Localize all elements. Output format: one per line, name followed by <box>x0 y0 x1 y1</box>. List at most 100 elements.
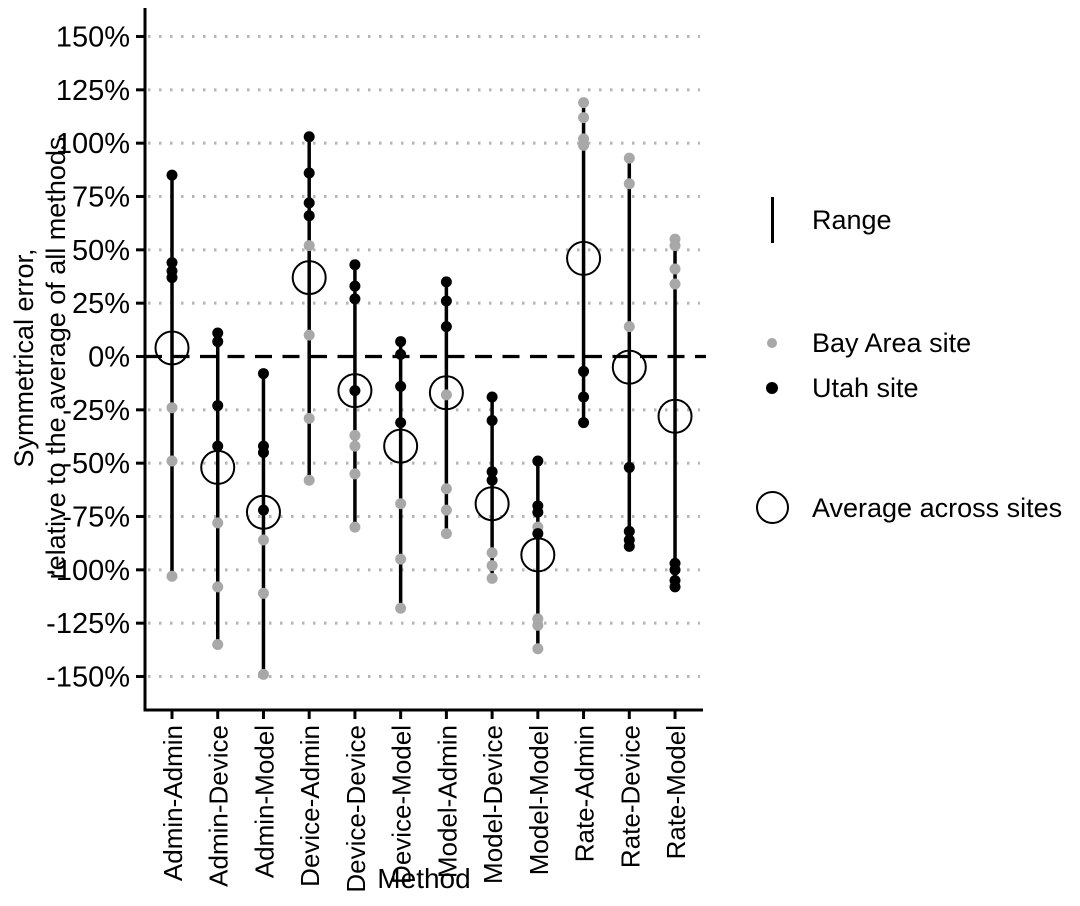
bay-area-dot <box>578 97 590 109</box>
range-line-icon <box>770 197 774 243</box>
x-category-label: Device-Model <box>387 725 417 884</box>
bay-area-dot <box>303 329 315 341</box>
average-circle <box>474 486 510 522</box>
x-category-label: Admin-Admin <box>158 725 188 881</box>
x-category-label: Rate-Admin <box>570 725 600 862</box>
category-Model-Device <box>474 391 510 584</box>
average-circle <box>245 494 281 530</box>
average-circle <box>154 330 190 366</box>
utah-dot <box>349 280 361 292</box>
utah-dot <box>257 504 269 516</box>
utah-dot <box>623 540 635 552</box>
category-Model-Model <box>520 455 556 655</box>
bay-area-dot <box>303 474 315 486</box>
bay-area-dot <box>669 240 681 252</box>
bay-area-dot <box>440 389 452 401</box>
utah-dot <box>395 348 407 360</box>
legend-utah-label: Utah site <box>812 373 919 403</box>
y-tick-label: 50% <box>72 235 130 267</box>
utah-dot <box>166 272 178 284</box>
y-tick-label: -125% <box>46 608 130 640</box>
bay-area-dot <box>532 619 544 631</box>
bay-area-dot <box>166 402 178 414</box>
x-category-label: Admin-Device <box>204 725 234 887</box>
utah-dot <box>303 210 315 222</box>
utah-dot <box>486 414 498 426</box>
bay-area-dot <box>623 321 635 333</box>
bay-area-dot <box>440 483 452 495</box>
utah-dot <box>578 391 590 403</box>
bay-area-dot <box>578 139 590 151</box>
utah-dot <box>532 506 544 518</box>
utah-dot <box>578 417 590 429</box>
bay-area-dot <box>257 587 269 599</box>
utah-dot <box>395 417 407 429</box>
utah-dot <box>349 293 361 305</box>
utah-dot <box>166 257 178 269</box>
category-Admin-Device <box>200 327 236 650</box>
x-category-label: Model-Device <box>478 725 508 884</box>
legend-range-symbol-box <box>751 197 793 243</box>
x-category-label: Rate-Model <box>661 725 691 859</box>
bay-area-dot <box>303 412 315 424</box>
utah-dot <box>623 525 635 537</box>
utah-dot <box>349 385 361 397</box>
x-category-label: Device-Admin <box>295 725 325 887</box>
utah-dot <box>212 327 224 339</box>
y-tick-label: 100% <box>56 128 130 160</box>
bay-area-dot <box>669 263 681 275</box>
bay-area-dot <box>349 468 361 480</box>
utah-dot <box>623 461 635 473</box>
y-tick-label: 25% <box>72 288 130 320</box>
average-circle <box>383 428 419 464</box>
utah-dot <box>303 197 315 209</box>
average-circle <box>566 240 602 276</box>
x-category-label: Rate-Device <box>615 725 645 868</box>
bay-area-dot <box>532 643 544 655</box>
y-tick-label: -100% <box>46 555 130 587</box>
bay-area-dot <box>395 553 407 565</box>
bay-area-dot <box>349 429 361 441</box>
bay-area-dot <box>578 112 590 124</box>
category-Rate-Device <box>611 152 647 552</box>
y-tick-label: -50% <box>62 448 130 480</box>
y-axis-title-line1: Symmetrical error, <box>9 248 39 468</box>
average-circle <box>200 449 236 485</box>
bay-area-dot <box>395 498 407 510</box>
bay-area-dot <box>440 504 452 516</box>
bay-area-dot <box>486 572 498 584</box>
average-circle <box>611 349 647 385</box>
category-Device-Admin <box>291 131 327 486</box>
utah-dot <box>212 336 224 348</box>
legend-range-label: Range <box>812 205 892 235</box>
bay-area-dot <box>212 581 224 593</box>
bay-area-dot <box>395 602 407 614</box>
y-tick-label: -75% <box>62 501 130 533</box>
average-circle <box>657 398 693 434</box>
y-tick-label: -25% <box>62 395 130 427</box>
legend-utah-symbol-box <box>751 382 793 394</box>
bay-area-dot <box>486 560 498 572</box>
utah-dot <box>303 131 315 143</box>
bay-area-dot <box>669 278 681 290</box>
bay-area-dot <box>257 534 269 546</box>
utah-dot <box>486 474 498 486</box>
utah-dot <box>532 528 544 540</box>
average-circle <box>428 375 464 411</box>
utah-dot <box>395 336 407 348</box>
bay-area-dot <box>623 178 635 190</box>
utah-dot-icon <box>766 382 778 394</box>
legend-item-utah: Utah site <box>751 372 919 404</box>
bay-area-dot <box>166 455 178 467</box>
utah-dot <box>395 380 407 392</box>
legend-bay-area-symbol-box <box>751 338 793 348</box>
utah-dot <box>303 167 315 179</box>
y-tick-label: 125% <box>56 75 130 107</box>
x-category-label: Admin-Model <box>249 725 279 878</box>
y-axis-title-line2: relative to the average of all methods <box>41 136 71 580</box>
average-circle-icon <box>755 491 789 524</box>
y-tick-label: 0% <box>88 342 130 374</box>
utah-dot <box>669 564 681 576</box>
utah-dot <box>257 446 269 458</box>
